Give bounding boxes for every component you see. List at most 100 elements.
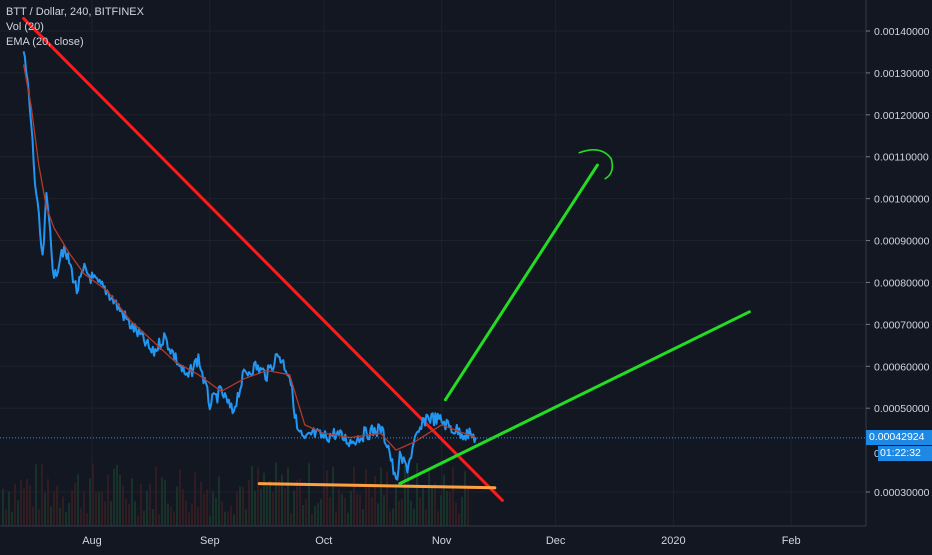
- volume-bar: [164, 479, 166, 526]
- symbol-title[interactable]: BTT / Dollar, 240, BITFINEX: [6, 6, 144, 18]
- volume-bar: [302, 504, 304, 526]
- volume-bar: [110, 501, 112, 526]
- volume-bar: [266, 486, 268, 526]
- volume-bar: [413, 508, 415, 526]
- price-tick-label: 0.00090000: [874, 236, 930, 248]
- volume-bar: [329, 497, 331, 526]
- volume-bar: [287, 467, 289, 526]
- volume-bar: [26, 479, 28, 526]
- volume-bar: [305, 498, 307, 526]
- volume-bar: [194, 472, 196, 526]
- volume-bar: [401, 498, 403, 526]
- volume-bars: [2, 462, 469, 526]
- volume-bar: [86, 513, 88, 526]
- volume-bar: [212, 491, 214, 526]
- volume-bar: [314, 505, 316, 526]
- volume-bar: [14, 483, 16, 526]
- time-tick-label: Feb: [782, 535, 801, 547]
- time-tick-label: Oct: [315, 535, 332, 547]
- volume-bar: [41, 463, 43, 526]
- volume-bar: [299, 478, 301, 526]
- price-tick-label: 0.00070000: [874, 319, 930, 331]
- volume-bar: [407, 472, 409, 526]
- volume-bar: [221, 501, 223, 526]
- volume-bar: [398, 500, 400, 526]
- volume-bar: [257, 467, 259, 526]
- volume-bar: [8, 491, 10, 526]
- volume-bar: [446, 491, 448, 526]
- volume-bar: [239, 486, 241, 526]
- time-tick-label: 2020: [661, 535, 685, 547]
- volume-bar: [20, 479, 22, 526]
- volume-bar: [122, 485, 124, 526]
- volume-bar: [116, 465, 118, 526]
- trendline-drawing: [398, 310, 751, 486]
- volume-bar: [173, 511, 175, 526]
- volume-bar: [452, 467, 454, 526]
- volume-bar: [311, 514, 313, 526]
- volume-bar: [167, 503, 169, 526]
- bar-countdown-tag: 01:22:32: [878, 446, 932, 461]
- volume-bar: [47, 479, 49, 526]
- volume-bar: [317, 503, 319, 526]
- volume-bar: [179, 469, 181, 526]
- volume-indicator-label[interactable]: Vol (20): [6, 21, 44, 33]
- volume-bar: [215, 497, 217, 526]
- volume-bar: [383, 494, 385, 526]
- volume-bar: [260, 488, 262, 526]
- volume-bar: [104, 501, 106, 526]
- volume-bar: [440, 495, 442, 526]
- ema-indicator-label[interactable]: EMA (20, close): [6, 36, 84, 48]
- last-price-tag: 0.00042924: [866, 430, 932, 445]
- volume-bar: [455, 502, 457, 526]
- volume-bar: [332, 466, 334, 526]
- volume-bar: [434, 482, 436, 526]
- volume-bar: [206, 489, 208, 526]
- volume-bar: [290, 513, 292, 526]
- drawings[interactable]: [22, 16, 751, 502]
- price-tick-label: 0.00110000: [874, 152, 929, 164]
- volume-bar: [392, 508, 394, 526]
- volume-bar: [275, 462, 277, 526]
- time-tick-label: Nov: [432, 535, 452, 547]
- volume-bar: [461, 496, 463, 526]
- volume-bar: [152, 509, 154, 526]
- volume-bar: [443, 474, 445, 526]
- volume-bar: [245, 509, 247, 526]
- price-tick-label: 0.00030000: [874, 487, 930, 499]
- volume-bar: [197, 506, 199, 526]
- volume-bar: [308, 463, 310, 526]
- volume-bar: [170, 506, 172, 526]
- volume-bar: [326, 470, 328, 526]
- volume-bar: [374, 475, 376, 526]
- time-tick-label: Dec: [546, 535, 566, 547]
- volume-bar: [188, 512, 190, 526]
- volume-bar: [35, 464, 37, 526]
- volume-bar: [251, 466, 253, 526]
- volume-bar: [125, 498, 127, 526]
- volume-bar: [230, 505, 232, 526]
- volume-bar: [284, 488, 286, 526]
- volume-bar: [293, 490, 295, 526]
- grid: [0, 0, 866, 526]
- volume-bar: [53, 491, 55, 526]
- volume-bar: [176, 486, 178, 526]
- volume-bar: [380, 467, 382, 526]
- volume-bar: [17, 500, 19, 526]
- volume-bar: [386, 471, 388, 526]
- volume-bar: [224, 511, 226, 526]
- time-scale-background[interactable]: [0, 526, 932, 550]
- volume-bar: [242, 486, 244, 526]
- volume-bar: [347, 512, 349, 526]
- volume-bar: [191, 503, 193, 526]
- time-axis: Aug Sep Oct Nov Dec 2020 Feb: [82, 535, 800, 547]
- volume-bar: [89, 478, 91, 526]
- price-tick-label: 0.00130000: [874, 68, 930, 80]
- volume-bar: [272, 491, 274, 526]
- volume-bar: [236, 491, 238, 526]
- price-tick-label: 0.00080000: [874, 277, 930, 289]
- volume-bar: [320, 499, 322, 526]
- volume-bar: [263, 472, 265, 526]
